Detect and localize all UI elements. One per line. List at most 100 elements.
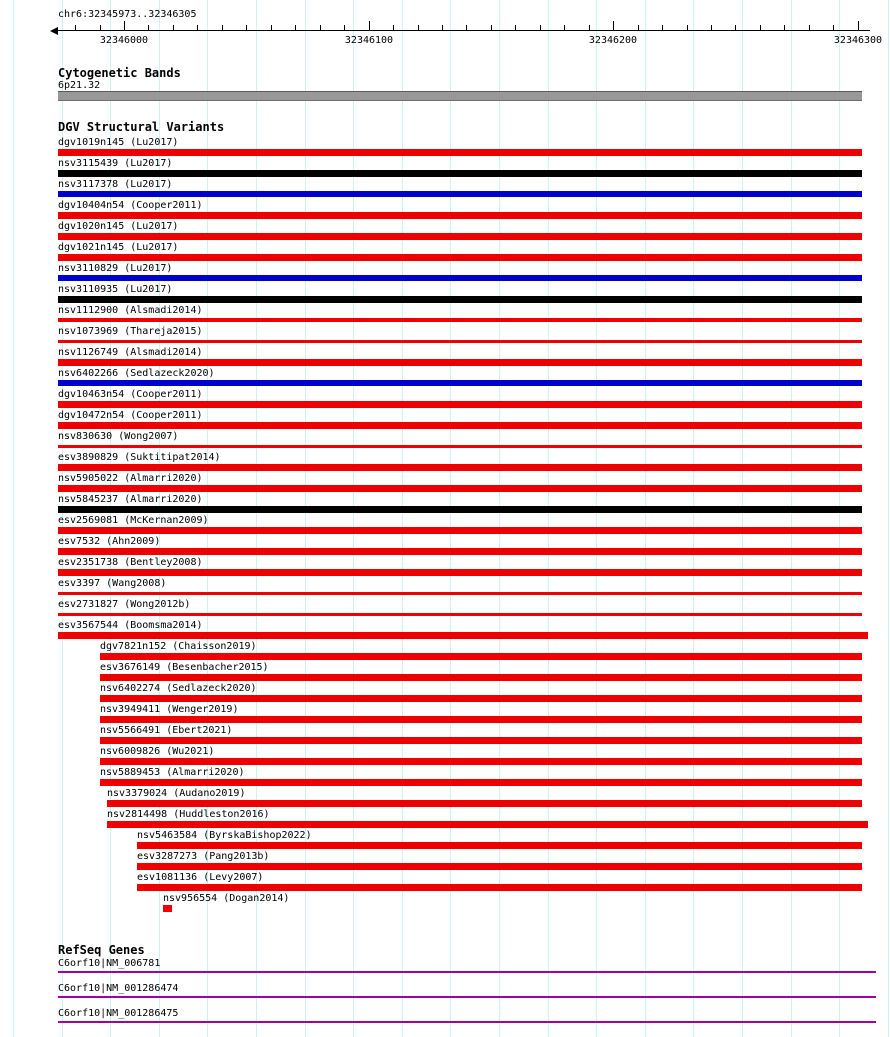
variant-bar[interactable] <box>100 695 862 702</box>
gene-line[interactable] <box>58 996 876 998</box>
dgv-heading: DGV Structural Variants <box>58 120 225 134</box>
variant-label: nsv3115439 (Lu2017) <box>58 158 173 169</box>
variant-label: esv3676149 (Besenbacher2015) <box>100 662 269 673</box>
variant-label: dgv10404n54 (Cooper2011) <box>58 200 203 211</box>
variant-label: nsv3117378 (Lu2017) <box>58 179 173 190</box>
minor-tick <box>466 25 467 30</box>
variant-bar[interactable] <box>107 821 868 828</box>
variant-bar[interactable] <box>58 485 862 492</box>
variant-bar[interactable] <box>100 779 862 786</box>
variant-bar[interactable] <box>58 340 862 343</box>
minor-tick <box>442 25 443 30</box>
variant-label: nsv956554 (Dogan2014) <box>163 893 290 904</box>
variant-label: nsv830630 (Wong2007) <box>58 431 179 442</box>
minor-tick <box>662 25 663 30</box>
variant-bar[interactable] <box>137 884 862 891</box>
tick-label: 32346000 <box>99 35 149 46</box>
variant-bar[interactable] <box>58 506 862 513</box>
variant-label: dgv10463n54 (Cooper2011) <box>58 389 203 400</box>
variant-bar[interactable] <box>100 653 862 660</box>
position-label: chr6:32345973..32346305 <box>58 9 197 20</box>
variant-label: esv7532 (Ahn2009) <box>58 536 161 547</box>
variant-label: esv2569081 (McKernan2009) <box>58 515 209 526</box>
variant-bar[interactable] <box>58 632 868 639</box>
cytoband-name: 6p21.32 <box>58 80 101 91</box>
minor-tick <box>784 25 785 30</box>
variant-bar[interactable] <box>100 758 862 765</box>
tick-label: 32346200 <box>588 35 638 46</box>
variant-label: nsv6402266 (Sedlazeck2020) <box>58 368 215 379</box>
gene-line[interactable] <box>58 971 876 973</box>
variant-label: dgv10472n54 (Cooper2011) <box>58 410 203 421</box>
variant-bar[interactable] <box>163 905 172 912</box>
variant-label: dgv7821n152 (Chaisson2019) <box>100 641 257 652</box>
variant-bar[interactable] <box>58 170 862 177</box>
variant-bar[interactable] <box>58 318 862 322</box>
refseq-heading: RefSeq Genes <box>58 943 145 957</box>
minor-tick <box>100 25 101 30</box>
variant-bar[interactable] <box>58 275 862 281</box>
variant-bar[interactable] <box>137 863 862 870</box>
variant-label: esv3397 (Wang2008) <box>58 578 167 589</box>
minor-tick <box>246 25 247 30</box>
minor-tick <box>638 25 639 30</box>
variant-label: nsv1126749 (Alsmadi2014) <box>58 347 203 358</box>
ruler-left-arrow-icon <box>50 27 58 35</box>
variant-label: nsv6009826 (Wu2021) <box>100 746 215 757</box>
variant-bar[interactable] <box>58 527 862 534</box>
variant-bar[interactable] <box>58 212 862 219</box>
gene-line[interactable] <box>58 1021 876 1023</box>
grid-line <box>13 0 14 1037</box>
variant-label: esv3287273 (Pang2013b) <box>137 851 270 862</box>
variant-bar[interactable] <box>58 380 862 386</box>
variant-label: esv3890829 (Suktitipat2014) <box>58 452 221 463</box>
variant-bar[interactable] <box>58 548 862 555</box>
variant-bar[interactable] <box>58 401 862 408</box>
variant-bar[interactable] <box>107 800 862 807</box>
variant-bar[interactable] <box>58 149 862 156</box>
variant-label: dgv1020n145 (Lu2017) <box>58 221 179 232</box>
variant-bar[interactable] <box>137 842 862 849</box>
variant-bar[interactable] <box>58 613 862 616</box>
cytoband-bar[interactable] <box>58 91 862 101</box>
ruler-line[interactable] <box>58 30 870 31</box>
variant-bar[interactable] <box>58 296 862 303</box>
minor-tick <box>418 25 419 30</box>
grid-line <box>888 0 889 1037</box>
minor-tick <box>344 25 345 30</box>
variant-label: nsv1073969 (Thareja2015) <box>58 326 203 337</box>
variant-bar[interactable] <box>58 359 862 366</box>
variant-bar[interactable] <box>100 716 862 723</box>
variant-bar[interactable] <box>58 254 862 261</box>
variant-bar[interactable] <box>58 569 862 576</box>
minor-tick <box>173 25 174 30</box>
variant-label: nsv5463584 (ByrskaBishop2022) <box>137 830 312 841</box>
tick-label: 32346300 <box>833 35 883 46</box>
minor-tick <box>148 25 149 30</box>
minor-tick <box>833 25 834 30</box>
variant-bar[interactable] <box>58 464 862 471</box>
minor-tick <box>735 25 736 30</box>
variant-bar[interactable] <box>58 422 862 429</box>
variant-bar[interactable] <box>58 445 862 448</box>
variant-bar[interactable] <box>58 191 862 197</box>
gene-label: C6orf10|NM_001286475 <box>58 1008 179 1019</box>
variant-bar[interactable] <box>58 233 862 240</box>
variant-label: nsv3949411 (Wenger2019) <box>100 704 239 715</box>
minor-tick <box>760 25 761 30</box>
gene-label: C6orf10|NM_006781 <box>58 958 161 969</box>
minor-tick <box>564 25 565 30</box>
minor-tick <box>197 25 198 30</box>
tick-label: 32346100 <box>344 35 394 46</box>
minor-tick <box>222 25 223 30</box>
variant-label: esv2351738 (Bentley2008) <box>58 557 203 568</box>
variant-label: nsv1112900 (Alsmadi2014) <box>58 305 203 316</box>
cytobands-heading: Cytogenetic Bands <box>58 66 181 80</box>
variant-bar[interactable] <box>100 674 862 681</box>
variant-label: dgv1021n145 (Lu2017) <box>58 242 179 253</box>
variant-bar[interactable] <box>58 592 862 595</box>
variant-bar[interactable] <box>100 737 862 744</box>
variant-label: esv1081136 (Levy2007) <box>137 872 264 883</box>
variant-label: nsv5905022 (Almarri2020) <box>58 473 203 484</box>
